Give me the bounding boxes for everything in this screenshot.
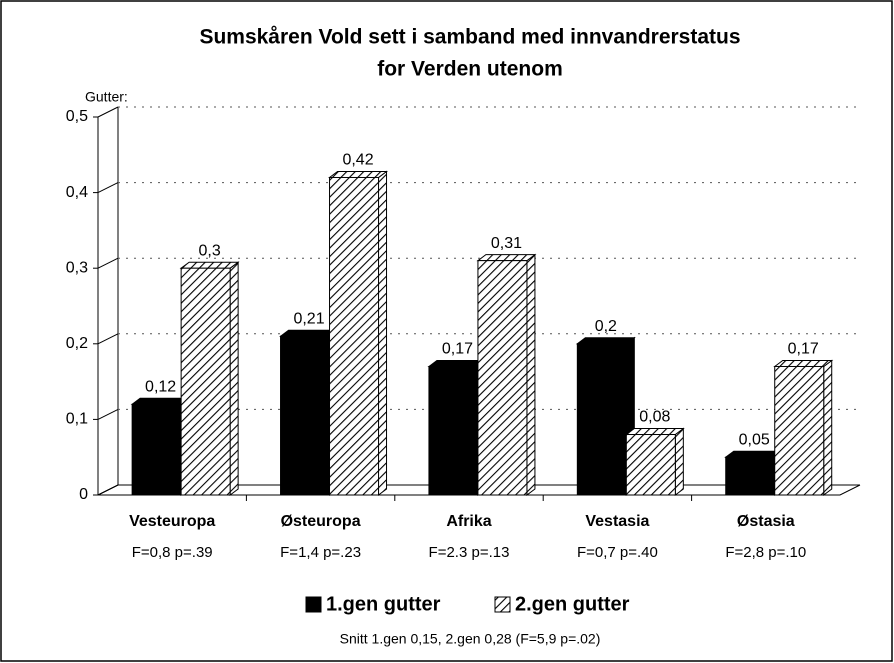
chart-title: for Verden utenom — [377, 58, 563, 81]
x-tick-label: Vesteuropa — [129, 513, 215, 530]
y-tick-depth — [97, 182, 119, 194]
bar — [774, 365, 825, 496]
bar-top — [279, 329, 340, 337]
bar-top — [328, 170, 389, 178]
bar-top — [476, 254, 537, 262]
bar-top — [575, 337, 636, 345]
category-note: F=2.3 p=.13 — [429, 544, 510, 561]
y-tick-depth — [97, 408, 119, 420]
bar — [131, 403, 182, 496]
category-note: F=1,4 p=.23 — [280, 544, 361, 561]
data-label: 0,08 — [639, 409, 670, 426]
y-tick-depth — [97, 333, 119, 345]
bar-side — [674, 427, 684, 496]
bar — [280, 335, 331, 496]
data-label: 0,12 — [145, 378, 176, 395]
x-tick-label: Afrika — [446, 513, 491, 530]
y-tick-label: 0,1 — [66, 411, 88, 428]
bar — [477, 260, 528, 496]
bar-side — [229, 261, 239, 496]
x-tick-label: Vestasia — [585, 513, 649, 530]
y-tick-depth — [97, 106, 119, 118]
y-tick-label: 0,2 — [66, 335, 88, 352]
legend-label: 1.gen gutter — [326, 593, 441, 615]
bar — [576, 343, 627, 496]
bar-top — [724, 450, 785, 458]
data-label: 0,17 — [788, 341, 819, 358]
y-tick-label: 0 — [79, 486, 88, 503]
y-tick-depth — [97, 257, 119, 269]
data-label: 0,42 — [342, 152, 373, 169]
legend-swatch — [494, 596, 511, 613]
chart-title: Sumskåren Vold sett i samband med innvan… — [199, 26, 740, 49]
data-label: 0,2 — [595, 318, 617, 335]
data-label: 0,21 — [293, 310, 324, 327]
bar-side — [823, 359, 833, 496]
data-label: 0,17 — [442, 341, 473, 358]
bar — [625, 434, 676, 496]
x-tick-label: Østeuropa — [281, 513, 361, 530]
bar-top — [179, 261, 240, 269]
category-note: F=0,7 p=.40 — [577, 544, 658, 561]
bar — [329, 176, 380, 496]
legend-swatch — [305, 596, 322, 613]
bar-top — [130, 397, 191, 405]
bar-side — [378, 170, 388, 496]
bar — [180, 267, 231, 496]
x-tick-label: Østasia — [737, 513, 795, 530]
bar — [725, 456, 776, 496]
data-label: 0,3 — [199, 242, 221, 259]
legend-label: 2.gen gutter — [515, 593, 630, 615]
y-tick-label: 0,5 — [66, 108, 88, 125]
bar — [428, 365, 479, 496]
subtitle: Gutter: — [85, 89, 128, 105]
bar-top — [773, 359, 834, 367]
data-label: 0,31 — [491, 235, 522, 252]
category-note: F=2,8 p=.10 — [725, 544, 806, 561]
category-note: F=0,8 p=.39 — [132, 544, 213, 561]
y-tick-label: 0,4 — [66, 184, 88, 201]
bar-top — [624, 428, 685, 436]
y-tick-label: 0,3 — [66, 259, 88, 276]
bar-top — [427, 359, 488, 367]
data-label: 0,05 — [739, 431, 770, 448]
y-tick-depth — [97, 484, 119, 496]
footnote: Snitt 1.gen 0,15, 2.gen 0,28 (F=5,9 p=.0… — [340, 631, 601, 647]
bar-side — [526, 253, 536, 496]
